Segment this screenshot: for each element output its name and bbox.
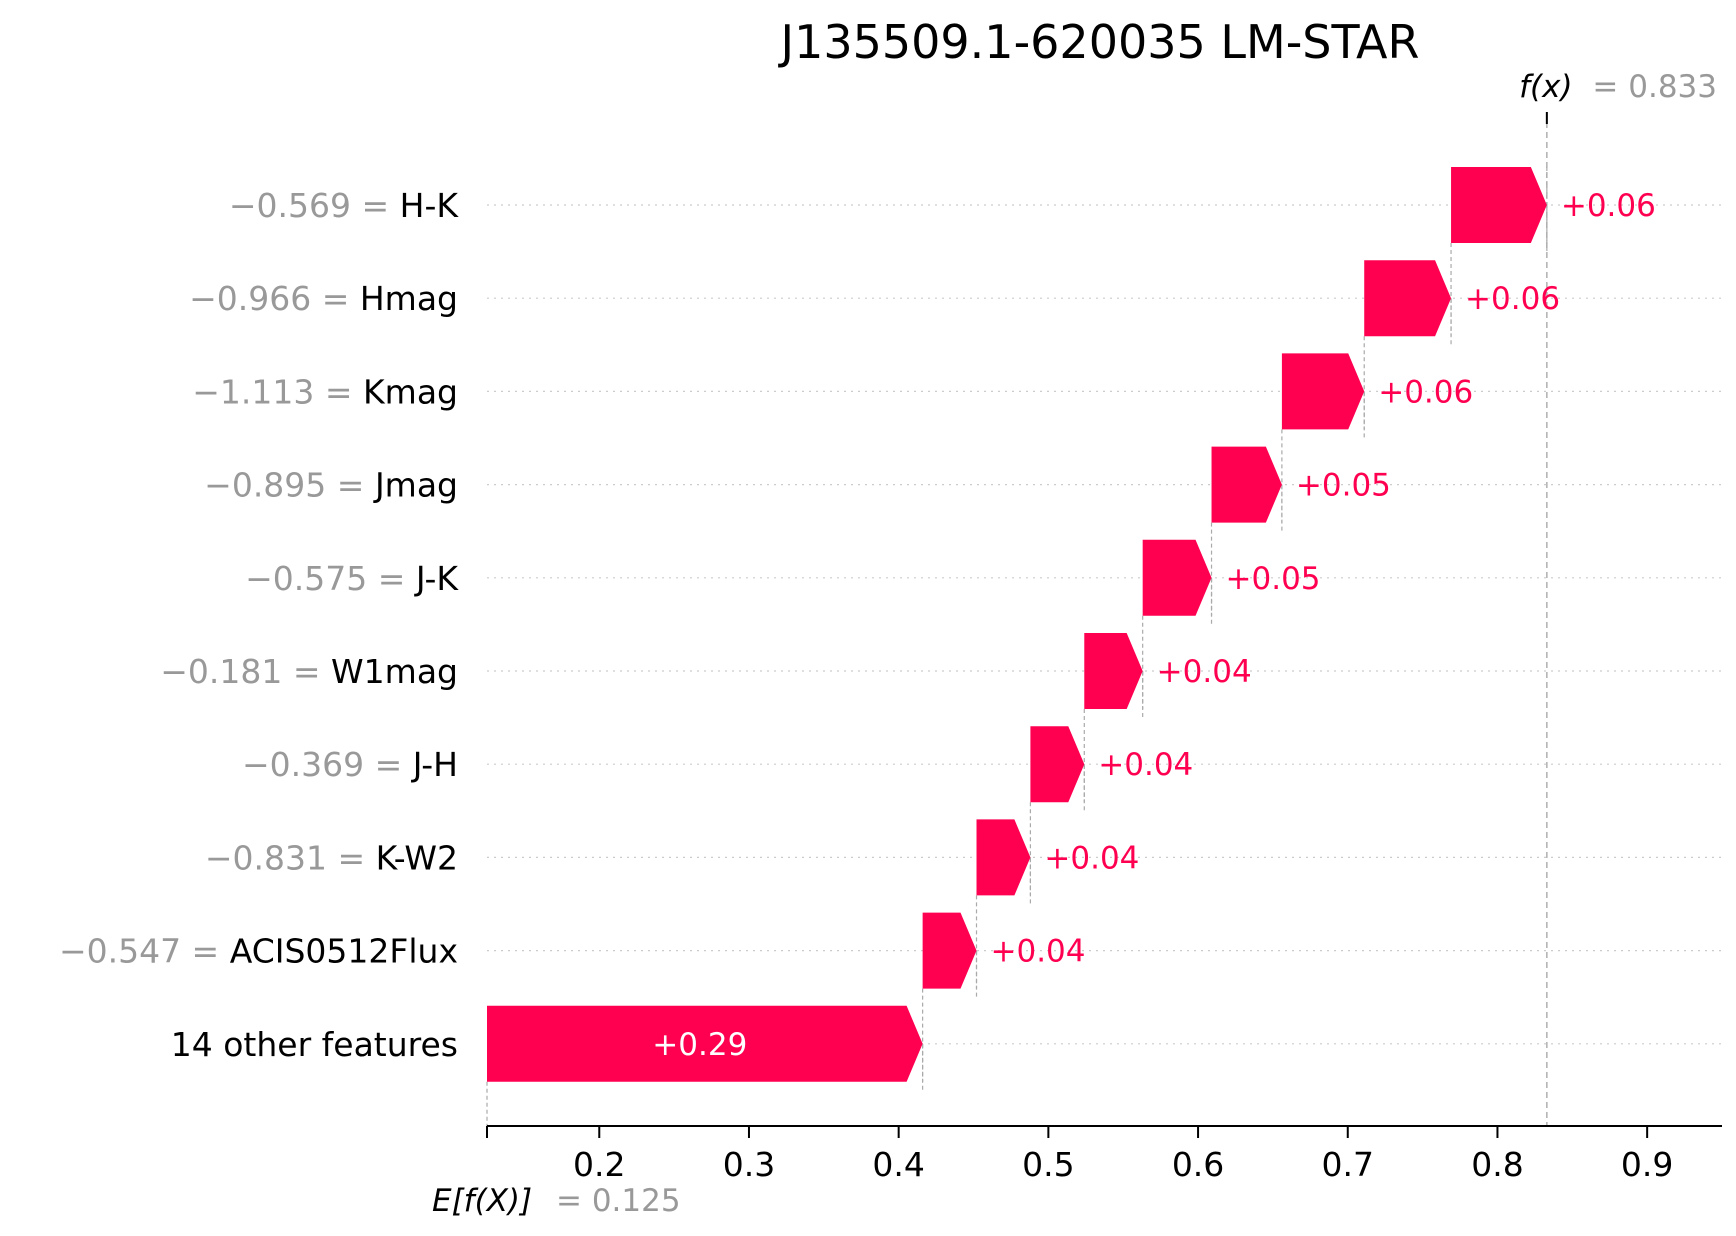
contribution-label: +0.05 — [1226, 561, 1321, 597]
x-tick-label: 0.5 — [1022, 1145, 1074, 1184]
feature-name: J-H — [411, 745, 458, 784]
contribution-label: +0.06 — [1561, 188, 1656, 224]
contribution-label: +0.06 — [1465, 281, 1560, 317]
feature-label: −0.547 = ACIS0512Flux — [59, 932, 458, 971]
x-axis: 0.2 0.3 0.4 0.5 0.6 0.7 0.8 0.9 — [486, 1125, 1722, 1184]
feature-name: Hmag — [360, 279, 458, 318]
chart-title: J135509.1-620035 LM-STAR — [778, 15, 1420, 69]
feature-value: −0.181 = — [160, 652, 331, 691]
feature-bar — [1030, 726, 1085, 803]
x-tick-label: 0.7 — [1322, 1145, 1374, 1184]
feature-label: −0.569 = H-K — [229, 186, 459, 225]
connector-lines — [486, 167, 1548, 1126]
contribution-label: +0.04 — [1098, 747, 1193, 783]
feature-bars: +0.06 +0.06 +0.06 +0.05 +0.05 +0.04 +0.04 +0.04… — [487, 167, 1656, 1082]
feature-label: −0.966 = Hmag — [189, 279, 458, 318]
feature-value: −0.966 = — [189, 279, 360, 318]
feature-bar — [1451, 167, 1547, 243]
feature-name: Kmag — [363, 372, 458, 411]
feature-label: −0.575 = J-K — [245, 559, 459, 598]
base-value-number: = 0.125 — [556, 1183, 681, 1219]
feature-name: 14 other features — [171, 1025, 458, 1064]
feature-value: −1.113 = — [192, 372, 363, 411]
feature-bar — [1142, 539, 1212, 616]
feature-name: Jmag — [373, 466, 458, 505]
x-tick-label: 0.3 — [723, 1145, 775, 1184]
feature-value: −0.569 = — [229, 186, 400, 225]
feature-bar — [487, 1005, 923, 1082]
x-axis-ticks: 0.2 0.3 0.4 0.5 0.6 0.7 0.8 0.9 — [486, 1126, 1673, 1184]
contribution-label: +0.05 — [1296, 468, 1391, 504]
contribution-label: +0.04 — [991, 934, 1086, 970]
contribution-label: +0.04 — [1157, 654, 1252, 690]
contribution-label: +0.29 — [652, 1027, 747, 1063]
feature-name: H-K — [400, 186, 460, 225]
feature-name: ACIS0512Flux — [230, 932, 458, 971]
x-tick-label: 0.6 — [1172, 1145, 1224, 1184]
feature-bar — [1084, 633, 1143, 709]
feature-bar — [1211, 446, 1282, 523]
feature-name: W1mag — [331, 652, 458, 691]
output-value-number: = 0.833 — [1592, 69, 1717, 105]
x-tick-label: 0.2 — [573, 1145, 625, 1184]
x-tick-label: 0.4 — [872, 1145, 924, 1184]
feature-label: −1.113 = Kmag — [192, 372, 458, 411]
feature-bar — [976, 819, 1031, 896]
x-tick-label: 0.9 — [1621, 1145, 1673, 1184]
feature-value: −0.831 = — [205, 838, 376, 877]
feature-label: −0.369 = J-H — [242, 745, 458, 784]
feature-label: 14 other features — [171, 1025, 458, 1064]
feature-name: K-W2 — [376, 838, 458, 877]
feature-value: −0.895 = — [204, 466, 375, 505]
feature-label: −0.895 = Jmag — [204, 466, 458, 505]
feature-name: J-K — [414, 559, 459, 598]
gridlines — [487, 204, 1722, 1045]
feature-value: −0.547 = — [59, 932, 230, 971]
feature-value: −0.575 = — [245, 559, 416, 598]
base-value-label: E[f(X)] — [432, 1183, 532, 1219]
feature-label: −0.831 = K-W2 — [205, 838, 458, 877]
feature-label: −0.181 = W1mag — [160, 652, 458, 691]
feature-bar — [1364, 260, 1452, 337]
feature-labels: −0.569 = H-K −0.966 = Hmag −1.113 = Kmag −0… — [59, 186, 459, 1064]
base-value-annotation: E[f(X)] = 0.125 — [432, 1183, 681, 1219]
output-value-label: f(x) — [1519, 69, 1572, 105]
output-value-annotation: f(x) = 0.833 — [1519, 69, 1717, 105]
feature-bar — [922, 912, 977, 989]
x-tick-label: 0.8 — [1471, 1145, 1523, 1184]
feature-value: −0.369 = — [242, 745, 413, 784]
feature-bar — [1281, 353, 1365, 430]
contribution-label: +0.04 — [1044, 840, 1139, 876]
contribution-label: +0.06 — [1378, 374, 1473, 410]
